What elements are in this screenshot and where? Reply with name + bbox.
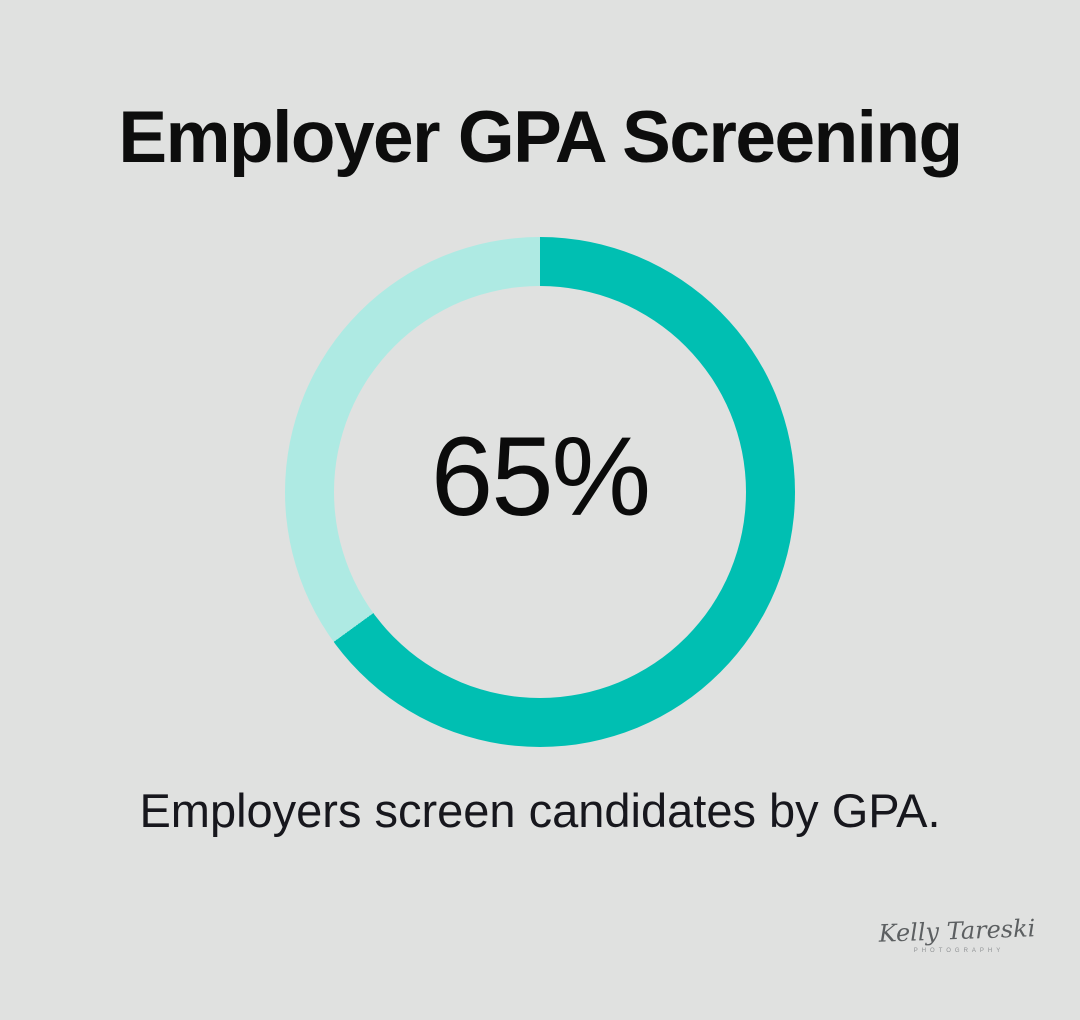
watermark-signature: Kelly Tareski — [878, 914, 1036, 948]
watermark: Kelly Tareski PHOTOGRAPHY — [872, 914, 1042, 954]
donut-chart: 65% — [285, 237, 795, 747]
page-title: Employer GPA Screening — [118, 97, 963, 178]
caption-text: Employers screen candidates by GPA. — [139, 784, 941, 837]
donut-center-label: 65% — [430, 413, 651, 539]
donut-hole: 65% — [334, 286, 746, 698]
watermark-subtitle: PHOTOGRAPHY — [913, 948, 1005, 954]
